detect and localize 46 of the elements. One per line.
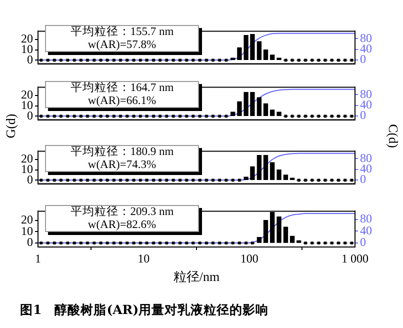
bar	[256, 41, 262, 60]
label-box: 平均粒径：180.9 nm w(AR)=74.3%	[45, 145, 199, 172]
bar	[283, 226, 288, 243]
caption: 图1 醇酸树脂(AR)用量对乳液粒径的影响	[20, 302, 269, 319]
bar	[296, 240, 302, 243]
bar	[263, 50, 268, 60]
bar	[283, 174, 288, 180]
bar	[276, 112, 282, 116]
bar	[270, 110, 275, 116]
bar	[256, 155, 262, 180]
bar	[263, 220, 268, 243]
annotation: 平均粒径：155.7 nm	[69, 26, 175, 38]
annotation: w(AR)=74.3%	[86, 158, 158, 171]
x-axis-title: 粒径/nm	[172, 268, 221, 286]
y2-tick-label: 80	[360, 212, 372, 226]
y-axis-title: G(d)	[3, 112, 19, 140]
x-tick-label: 1	[35, 251, 41, 266]
x-tick-label: 10	[138, 251, 150, 266]
label-box: 平均粒径：155.7 nm w(AR)=57.8%	[45, 25, 199, 52]
bar	[256, 97, 262, 116]
annotation: 平均粒径：209.3 nm	[69, 206, 175, 218]
annotation: 平均粒径：180.9 nm	[69, 146, 175, 158]
y-tick-label: 0	[27, 235, 33, 250]
y2-tick-label: 0	[360, 235, 366, 250]
x-tick-label: 100	[240, 251, 258, 266]
bar	[290, 236, 295, 243]
label-box: 平均粒径：164.7 nm w(AR)=66.1%	[45, 81, 199, 108]
bar	[263, 155, 268, 180]
bar	[276, 170, 282, 180]
annotation: w(AR)=57.8%	[86, 38, 158, 51]
bar	[263, 103, 268, 116]
bar	[276, 58, 282, 60]
annotation: w(AR)=66.1%	[86, 94, 158, 107]
y-tick-label: 10	[21, 224, 33, 238]
annotation: 平均粒径：164.7 nm	[69, 82, 175, 94]
y2-axis-title: C(d)	[385, 123, 401, 150]
y-tick-label: 20	[21, 212, 33, 226]
bar	[256, 237, 262, 243]
bar	[276, 216, 282, 243]
bar	[270, 162, 275, 180]
y2-tick-label: 40	[360, 223, 372, 238]
annotation: w(AR)=82.6%	[86, 218, 158, 231]
bar	[230, 112, 236, 116]
bar	[270, 54, 275, 60]
label-box: 平均粒径：209.3 nm w(AR)=82.6%	[45, 205, 199, 232]
x-tick-label: 1 000	[342, 251, 368, 266]
